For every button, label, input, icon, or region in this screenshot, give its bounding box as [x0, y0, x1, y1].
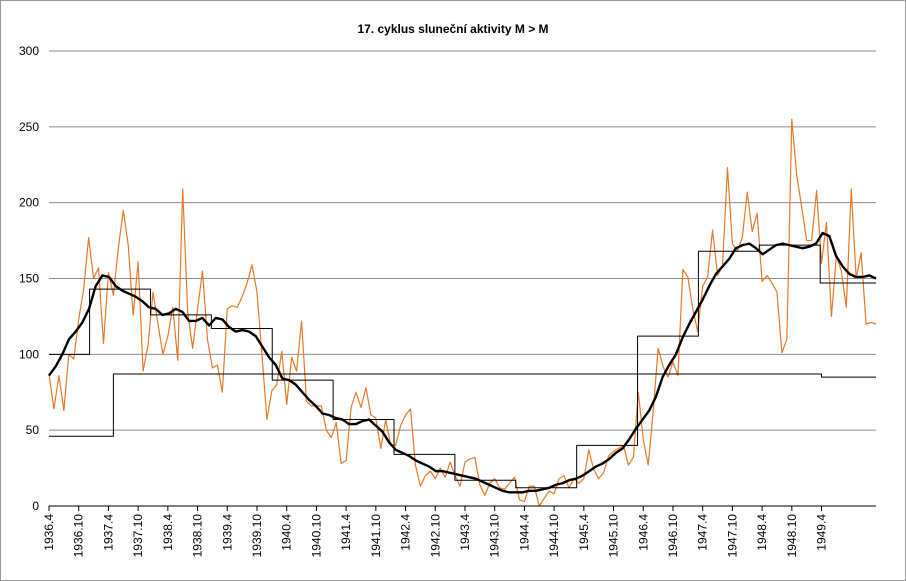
x-tick-label: 1946.4	[636, 514, 650, 551]
y-axis-ticks: 0 50 100 150 200 250 300	[19, 44, 39, 513]
series-cycle-average-line	[49, 373, 876, 437]
series-monthly-line	[48, 118, 877, 507]
x-tick-label: 1943.4	[458, 514, 472, 551]
x-tick-label: 1937.4	[101, 514, 115, 551]
y-tick-label: 50	[26, 423, 40, 437]
series-smoothed-line	[48, 231, 877, 494]
x-tick-label: 1938.10	[191, 514, 205, 558]
x-tick-label: 1938.4	[161, 514, 175, 551]
x-tick-label: 1939.4	[220, 514, 234, 551]
y-gridlines	[49, 50, 876, 431]
x-tick-label: 1940.4	[280, 514, 294, 551]
x-tick-label: 1944.10	[547, 514, 561, 558]
x-tick-label: 1949.4	[815, 514, 829, 551]
x-tick-label: 1943.10	[488, 514, 502, 558]
x-tick-label: 1946.10	[666, 514, 680, 558]
x-tick-label: 1945.10	[607, 514, 621, 558]
y-tick-label: 250	[19, 120, 39, 134]
series-lines	[48, 118, 877, 507]
x-tick-label: 1939.10	[250, 514, 264, 558]
chart-title: 17. cyklus sluneční aktivity M > M	[357, 22, 548, 36]
y-tick-label: 300	[19, 44, 39, 58]
x-tick-label: 1944.4	[517, 514, 531, 551]
y-tick-label: 0	[32, 499, 39, 513]
x-axis-ticks: 1936.4 1936.10 1937.4 1937.10 1938.4 1938.10 1…	[42, 506, 829, 557]
x-tick-label: 1947.10	[725, 514, 739, 558]
x-tick-label: 1942.4	[399, 514, 413, 551]
x-tick-label: 1941.10	[369, 514, 383, 558]
x-tick-label: 1940.10	[309, 514, 323, 558]
x-tick-label: 1937.10	[131, 514, 145, 558]
x-tick-label: 1936.10	[72, 514, 86, 558]
y-tick-label: 200	[19, 196, 39, 210]
y-tick-label: 150	[19, 272, 39, 286]
x-tick-label: 1948.10	[785, 514, 799, 558]
x-tick-label: 1947.4	[696, 514, 710, 551]
series-yearly-average-line	[49, 244, 876, 489]
x-tick-label: 1936.4	[42, 514, 56, 551]
x-tick-label: 1942.10	[428, 514, 442, 558]
x-tick-label: 1941.4	[339, 514, 353, 551]
x-tick-label: 1948.4	[755, 514, 769, 551]
x-tick-label: 1945.4	[577, 514, 591, 551]
y-tick-label: 100	[19, 347, 39, 361]
